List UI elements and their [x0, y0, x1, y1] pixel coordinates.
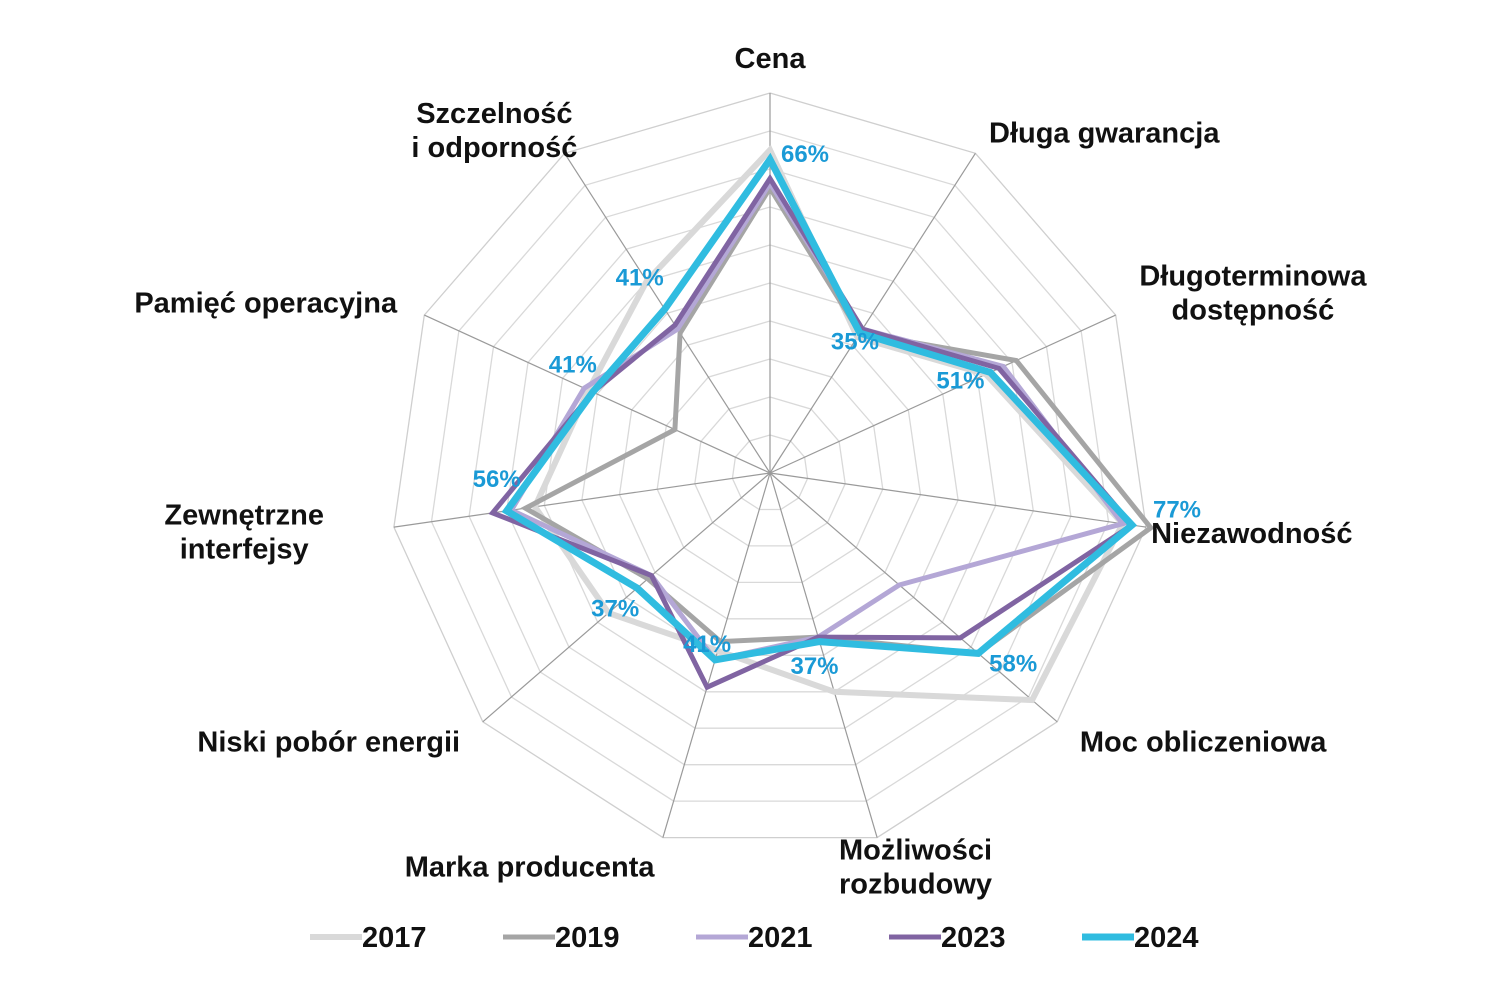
legend-label: 2023	[941, 922, 1006, 954]
grid-ring	[468, 168, 1072, 766]
category-label: Możliwości rozbudowy	[839, 834, 992, 900]
value-label: 77%	[1153, 496, 1201, 523]
category-label: Moc obliczeniowa	[1080, 727, 1327, 759]
category-label: Szczelność i odporność	[411, 98, 577, 164]
series-layer	[488, 144, 1155, 704]
value-label: 41%	[683, 631, 731, 658]
value-label: 58%	[989, 651, 1037, 678]
series-line-2024	[501, 152, 1138, 664]
grid-spoke	[482, 472, 771, 723]
category-label: Marka producenta	[405, 851, 656, 883]
grid-ring	[694, 396, 846, 547]
category-label: Długa gwarancja	[989, 117, 1220, 149]
value-label: 41%	[616, 265, 664, 292]
grid-spoke	[662, 472, 771, 838]
grid-ring	[430, 130, 1110, 802]
category-label: Długoterminowa dostępność	[1139, 261, 1367, 327]
value-label: 35%	[831, 328, 879, 355]
grid-spoke	[769, 472, 1147, 528]
legend-label: 2024	[1134, 922, 1199, 954]
grid-ring	[618, 320, 922, 620]
grid-spoke	[393, 472, 771, 528]
grid-spoke	[564, 152, 771, 474]
value-label: 51%	[936, 368, 984, 395]
category-label: Pamięć operacyjna	[134, 288, 398, 320]
value-label: 66%	[781, 141, 829, 168]
value-labels: 66% 35% 51% 77% 58% 37% 41% 37% 56% 41% 41%	[473, 141, 1201, 680]
value-label: 37%	[790, 653, 838, 680]
category-label: Zewnętrzne interfejsy	[164, 499, 324, 565]
category-label: Niski pobór energii	[197, 727, 460, 759]
category-label: Niezawodność	[1151, 518, 1352, 550]
grid-ring	[393, 92, 1147, 839]
grid-spoke	[424, 314, 771, 474]
value-label: 41%	[549, 351, 597, 378]
grid-spoke	[769, 314, 1116, 474]
grid-spoke	[769, 472, 878, 838]
series-line-2019	[520, 183, 1155, 656]
grid-ring	[731, 434, 809, 511]
grid-spoke	[769, 152, 976, 474]
legend-label: 2017	[362, 922, 427, 954]
value-label: 56%	[473, 466, 521, 493]
value-label: 37%	[591, 595, 639, 622]
legend-label: 2019	[555, 922, 620, 954]
legend-label: 2021	[748, 922, 813, 954]
grid-ring	[506, 206, 1034, 729]
category-labels: Cena Długa gwarancja Długoterminowa dostępn…	[134, 43, 1367, 900]
grid-spoke	[769, 472, 1058, 723]
legend: 2017 2019 2021 2023 2024	[310, 922, 1199, 954]
category-label: Cena	[735, 43, 807, 75]
